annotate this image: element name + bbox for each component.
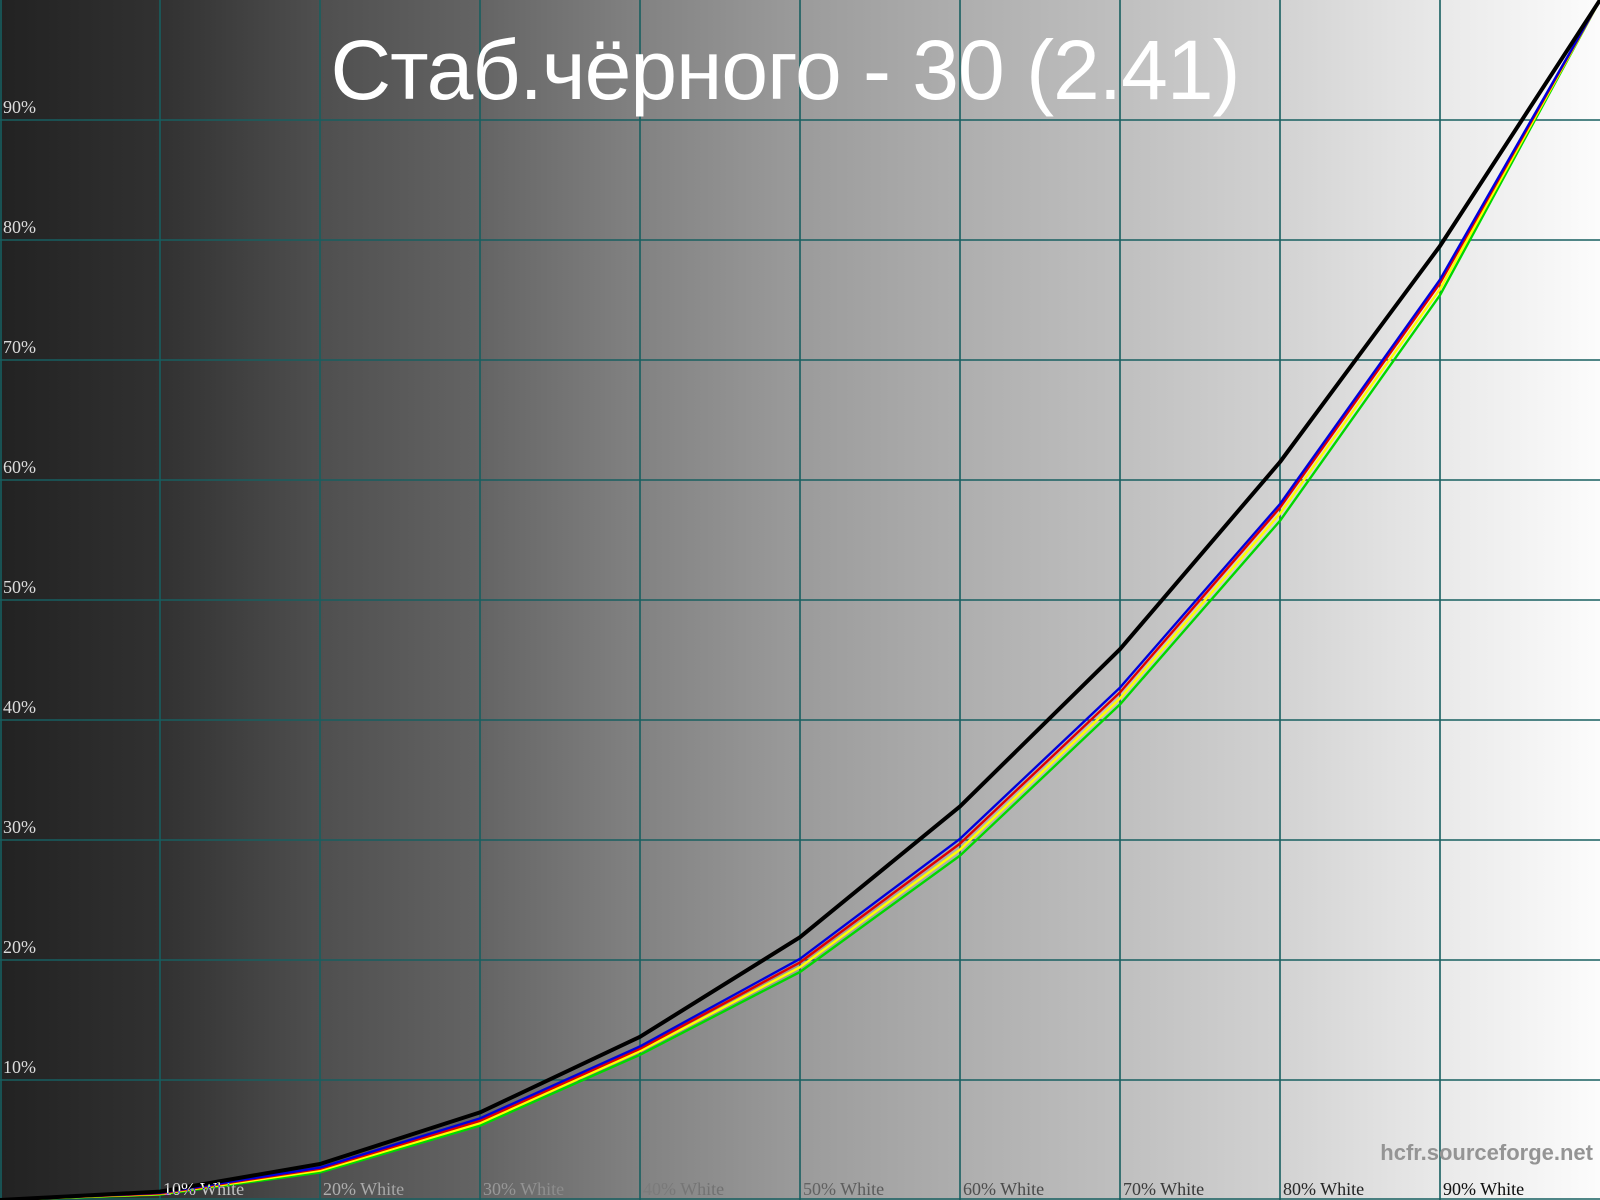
y-tick-label: 20% (3, 937, 36, 957)
y-tick-label: 50% (3, 577, 36, 597)
x-tick-label: 90% White (1443, 1179, 1525, 1199)
x-tick-label: 30% White (483, 1179, 565, 1199)
x-tick-label: 60% White (963, 1179, 1045, 1199)
y-tick-label: 30% (3, 817, 36, 837)
y-tick-label: 10% (3, 1057, 36, 1077)
x-tick-label: 40% White (643, 1179, 725, 1199)
y-tick-label: 60% (3, 457, 36, 477)
x-tick-label: 20% White (323, 1179, 405, 1199)
y-tick-label: 90% (3, 97, 36, 117)
x-tick-label: 10% White (163, 1179, 245, 1199)
x-tick-label: 50% White (803, 1179, 885, 1199)
hcfr-watermark: hcfr.sourceforge.net (1380, 1140, 1593, 1165)
y-tick-label: 70% (3, 337, 36, 357)
y-tick-label: 40% (3, 697, 36, 717)
chart-title: Стаб.чёрного - 30 (2.41) (330, 23, 1240, 117)
x-tick-label: 80% White (1283, 1179, 1365, 1199)
y-tick-label: 80% (3, 217, 36, 237)
x-tick-label: 70% White (1123, 1179, 1205, 1199)
